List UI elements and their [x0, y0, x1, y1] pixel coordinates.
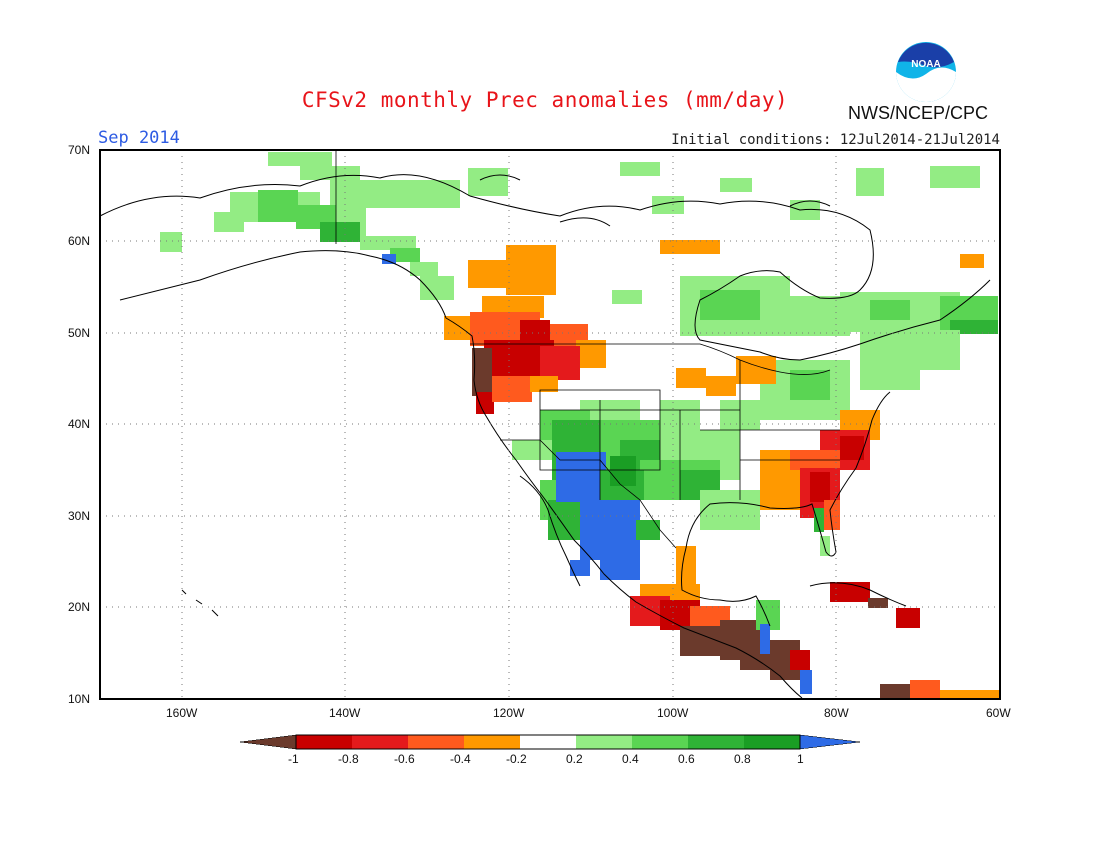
coastlines — [100, 174, 991, 699]
lat-label-60n: 60N — [68, 234, 91, 248]
lat-label-10n: 10N — [68, 692, 91, 706]
colorbar-tick-label: -0.4 — [450, 752, 471, 766]
lon-label-60w: 60W — [986, 706, 1011, 720]
lon-label-120w: 120W — [493, 706, 525, 720]
southeast-dry-anomalies — [676, 356, 880, 556]
lon-label-80w: 80W — [824, 706, 849, 720]
colorbar-tick-label: 1 — [797, 752, 804, 766]
mexico-dry-anomalies — [630, 546, 1000, 699]
colorbar-tick-label: 0.6 — [678, 752, 695, 766]
map-title: CFSv2 monthly Prec anomalies (mm/day) — [301, 88, 789, 112]
colorbar-tick-label: -0.6 — [394, 752, 415, 766]
lon-label-100w: 100W — [657, 706, 689, 720]
colorbar-tick-label: -0.8 — [338, 752, 359, 766]
southwest-wet-anomalies — [512, 400, 760, 580]
canada-wet-anomalies — [680, 254, 998, 420]
colorbar-tick-label: 0.4 — [622, 752, 639, 766]
colorbar-tick-label: 0.2 — [566, 752, 583, 766]
political-borders — [335, 150, 840, 549]
org-label: NWS/NCEP/CPC — [848, 103, 989, 123]
colorbar-tick-label: -0.2 — [506, 752, 527, 766]
northwest-dry-anomalies — [444, 240, 720, 414]
map-frame — [99, 149, 1001, 700]
lat-label-40n: 40N — [68, 417, 91, 431]
arctic-wet-anomalies — [160, 152, 980, 304]
initial-conditions: Initial conditions: 12Jul2014-21Jul2014 — [671, 132, 1000, 148]
colorbar-tick-label: 0.8 — [734, 752, 751, 766]
lon-label-140w: 140W — [329, 706, 361, 720]
noaa-logo: NOAA — [896, 42, 956, 102]
gridlines — [100, 150, 1000, 699]
lon-label-160w: 160W — [166, 706, 198, 720]
colorbar — [239, 734, 861, 750]
lat-label-50n: 50N — [68, 326, 91, 340]
noaa-logo-text: NOAA — [911, 59, 940, 70]
lat-label-30n: 30N — [68, 509, 91, 523]
colorbar-tick-label: -1 — [288, 752, 299, 766]
lat-label-20n: 20N — [68, 600, 91, 614]
lat-label-70n: 70N — [68, 143, 91, 157]
forecast-month: Sep 2014 — [98, 128, 180, 148]
anomaly-fields — [100, 150, 1000, 699]
